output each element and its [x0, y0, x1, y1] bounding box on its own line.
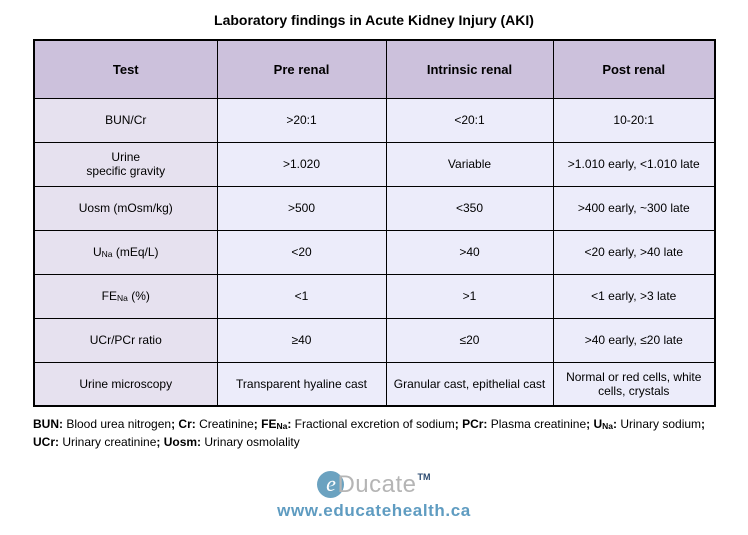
cell-pre-renal: >1.020 — [216, 141, 387, 187]
cell-test-bun-cr: BUN/Cr — [33, 97, 218, 143]
cell-pre-renal: <20 — [216, 229, 387, 275]
table-row: Urine specific gravity >1.020 Variable >1… — [33, 141, 716, 187]
header-row: Test Pre renal Intrinsic renal Post rena… — [33, 39, 716, 99]
educate-logo: eDucateTM — [0, 462, 748, 500]
cell-pre-renal: ≥40 — [216, 317, 387, 363]
table-row: FENa (%) <1 >1 <1 early, >3 late — [33, 273, 716, 319]
aki-lab-findings-table: Test Pre renal Intrinsic renal Post rena… — [33, 39, 716, 407]
table-row: BUN/Cr >20:1 <20:1 10-20:1 — [33, 97, 716, 143]
row-label: U — [92, 245, 102, 259]
row-label: UCr/PCr ratio — [89, 333, 162, 347]
cell-pre-renal: Transparent hyaline cast — [216, 361, 387, 407]
trademark-symbol: TM — [417, 472, 431, 482]
cell-intrinsic-renal: <350 — [385, 185, 554, 231]
table-row: UNa (mEq/L) <20 >40 <20 early, >40 late — [33, 229, 716, 275]
row-label: Urine — [111, 150, 141, 164]
cell-intrinsic-renal: <20:1 — [385, 97, 554, 143]
row-label: Urine microscopy — [79, 376, 173, 391]
logo-e-icon: e — [317, 471, 345, 499]
cell-post-renal: Normal or red cells, white cells, crysta… — [552, 361, 716, 407]
cell-intrinsic-renal: >1 — [385, 273, 554, 319]
logo-wordmark: Ducate — [337, 470, 417, 498]
cell-intrinsic-renal: ≤20 — [385, 317, 554, 363]
cell-test-una: UNa (mEq/L) — [33, 229, 218, 275]
cell-intrinsic-renal: Variable — [385, 141, 554, 187]
abbreviations-footnote: BUN: Blood urea nitrogen; Cr: Creatinine… — [33, 417, 706, 449]
cell-post-renal: <20 early, >40 late — [552, 229, 716, 275]
cell-test-uosm: Uosm (mOsm/kg) — [33, 185, 218, 231]
column-header-intrinsic-renal: Intrinsic renal — [385, 39, 554, 99]
cell-pre-renal: >20:1 — [216, 97, 387, 143]
table-row: Urine microscopy Transparent hyaline cas… — [33, 361, 716, 407]
cell-test-fena: FENa (%) — [33, 273, 218, 319]
cell-post-renal: >400 early, ~300 late — [552, 185, 716, 231]
cell-test-ucr-pcr: UCr/PCr ratio — [33, 317, 218, 363]
cell-intrinsic-renal: >40 — [385, 229, 554, 275]
cell-pre-renal: <1 — [216, 273, 387, 319]
row-label: FE — [101, 289, 117, 303]
page-title: Laboratory findings in Acute Kidney Inju… — [214, 12, 534, 28]
column-header-test: Test — [33, 39, 218, 99]
table-row: Uosm (mOsm/kg) >500 <350 >400 early, ~30… — [33, 185, 716, 231]
cell-test-urine-microscopy: Urine microscopy — [33, 361, 218, 407]
cell-pre-renal: >500 — [216, 185, 387, 231]
website-url[interactable]: www.educatehealth.ca — [277, 501, 471, 520]
cell-post-renal: >40 early, ≤20 late — [552, 317, 716, 363]
row-label: Uosm (mOsm/kg) — [78, 201, 173, 215]
cell-intrinsic-renal: Granular cast, epithelial cast — [385, 361, 554, 407]
column-header-post-renal: Post renal — [552, 39, 716, 99]
table-row: UCr/PCr ratio ≥40 ≤20 >40 early, ≤20 lat… — [33, 317, 716, 363]
row-label: BUN/Cr — [105, 113, 147, 127]
cell-post-renal: 10-20:1 — [552, 97, 716, 143]
cell-test-urine-specific-gravity: Urine specific gravity — [33, 141, 218, 187]
column-header-pre-renal: Pre renal — [216, 39, 387, 99]
cell-post-renal: <1 early, >3 late — [552, 273, 716, 319]
cell-post-renal: >1.010 early, <1.010 late — [552, 141, 716, 187]
